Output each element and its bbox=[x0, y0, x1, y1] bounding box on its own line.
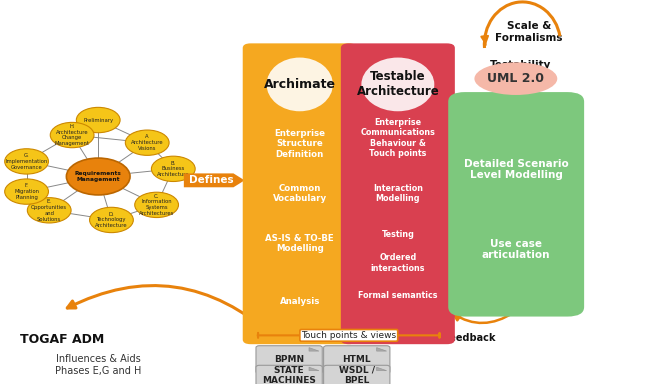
FancyBboxPatch shape bbox=[243, 43, 356, 344]
Circle shape bbox=[135, 192, 178, 217]
Polygon shape bbox=[309, 348, 319, 351]
Text: A.
Architecture
Visions: A. Architecture Visions bbox=[131, 134, 164, 151]
Text: Analysis: Analysis bbox=[279, 297, 320, 306]
Circle shape bbox=[76, 107, 120, 133]
Text: Scale &
Formalisms: Scale & Formalisms bbox=[495, 21, 563, 43]
Ellipse shape bbox=[361, 58, 434, 111]
Text: Preliminary: Preliminary bbox=[83, 118, 113, 123]
Text: Formal semantics: Formal semantics bbox=[358, 291, 438, 300]
Text: Enterprise
Structure
Definition: Enterprise Structure Definition bbox=[274, 129, 325, 159]
Text: F.
Migration
Planning: F. Migration Planning bbox=[14, 183, 39, 200]
Circle shape bbox=[66, 158, 130, 195]
Text: Use case
articulation: Use case articulation bbox=[482, 239, 551, 260]
Ellipse shape bbox=[474, 62, 557, 95]
FancyBboxPatch shape bbox=[448, 92, 584, 317]
Text: Auto-Generate: Auto-Generate bbox=[325, 334, 406, 343]
Text: C.
Information
Systems
Architectures: C. Information Systems Architectures bbox=[139, 194, 174, 216]
Text: WSDL /
BPEL: WSDL / BPEL bbox=[338, 366, 375, 385]
FancyBboxPatch shape bbox=[256, 346, 323, 373]
Circle shape bbox=[27, 198, 71, 223]
FancyBboxPatch shape bbox=[256, 365, 323, 385]
Polygon shape bbox=[309, 367, 319, 371]
Text: Archimate: Archimate bbox=[264, 78, 336, 91]
FancyArrowPatch shape bbox=[184, 173, 245, 187]
Text: HTML: HTML bbox=[342, 355, 371, 364]
Polygon shape bbox=[376, 367, 386, 371]
Text: B.
Business
Architecture: B. Business Architecture bbox=[157, 161, 190, 177]
Circle shape bbox=[152, 156, 195, 182]
Text: Ordered
interactions: Ordered interactions bbox=[370, 253, 425, 272]
Polygon shape bbox=[376, 348, 386, 351]
Text: Testability: Testability bbox=[490, 60, 551, 70]
Text: Feedback: Feedback bbox=[443, 334, 495, 343]
Text: AS-IS & TO-BE
Modelling: AS-IS & TO-BE Modelling bbox=[265, 234, 334, 253]
Text: E.
Opportunities
and
Solutions: E. Opportunities and Solutions bbox=[31, 199, 67, 221]
Circle shape bbox=[5, 149, 49, 174]
Text: Testable
Architecture: Testable Architecture bbox=[356, 70, 439, 98]
Text: Common
Vocabulary: Common Vocabulary bbox=[273, 184, 327, 204]
Text: Touch points & views: Touch points & views bbox=[301, 331, 396, 340]
Text: Detailed Scenario
Level Modelling: Detailed Scenario Level Modelling bbox=[464, 159, 569, 180]
Circle shape bbox=[90, 207, 133, 233]
FancyBboxPatch shape bbox=[324, 346, 390, 373]
Text: Defines: Defines bbox=[189, 175, 233, 185]
Text: Testing: Testing bbox=[382, 229, 414, 238]
Text: TOGAF ADM: TOGAF ADM bbox=[20, 333, 104, 346]
Text: BPMN: BPMN bbox=[274, 355, 304, 364]
Text: H.
Architecture
Change
Management: H. Architecture Change Management bbox=[55, 124, 90, 146]
Circle shape bbox=[5, 179, 49, 204]
Circle shape bbox=[125, 130, 169, 155]
FancyBboxPatch shape bbox=[324, 365, 390, 385]
Ellipse shape bbox=[267, 58, 333, 111]
Text: G.
Implementation
Governance: G. Implementation Governance bbox=[5, 153, 48, 170]
FancyArrowPatch shape bbox=[258, 333, 440, 338]
Text: Requirements
Management: Requirements Management bbox=[74, 171, 122, 182]
Text: UML 2.0: UML 2.0 bbox=[487, 72, 545, 85]
Text: Interaction
Modelling: Interaction Modelling bbox=[373, 184, 423, 204]
Text: Enterprise
Communications
Behaviour &
Touch points: Enterprise Communications Behaviour & To… bbox=[360, 118, 436, 158]
Text: D.
Technology
Architecture: D. Technology Architecture bbox=[95, 212, 128, 228]
Text: Influences & Aids
Phases E,G and H: Influences & Aids Phases E,G and H bbox=[55, 354, 142, 376]
Circle shape bbox=[51, 122, 94, 148]
Text: STATE
MACHINES: STATE MACHINES bbox=[262, 366, 316, 385]
FancyBboxPatch shape bbox=[341, 43, 455, 344]
